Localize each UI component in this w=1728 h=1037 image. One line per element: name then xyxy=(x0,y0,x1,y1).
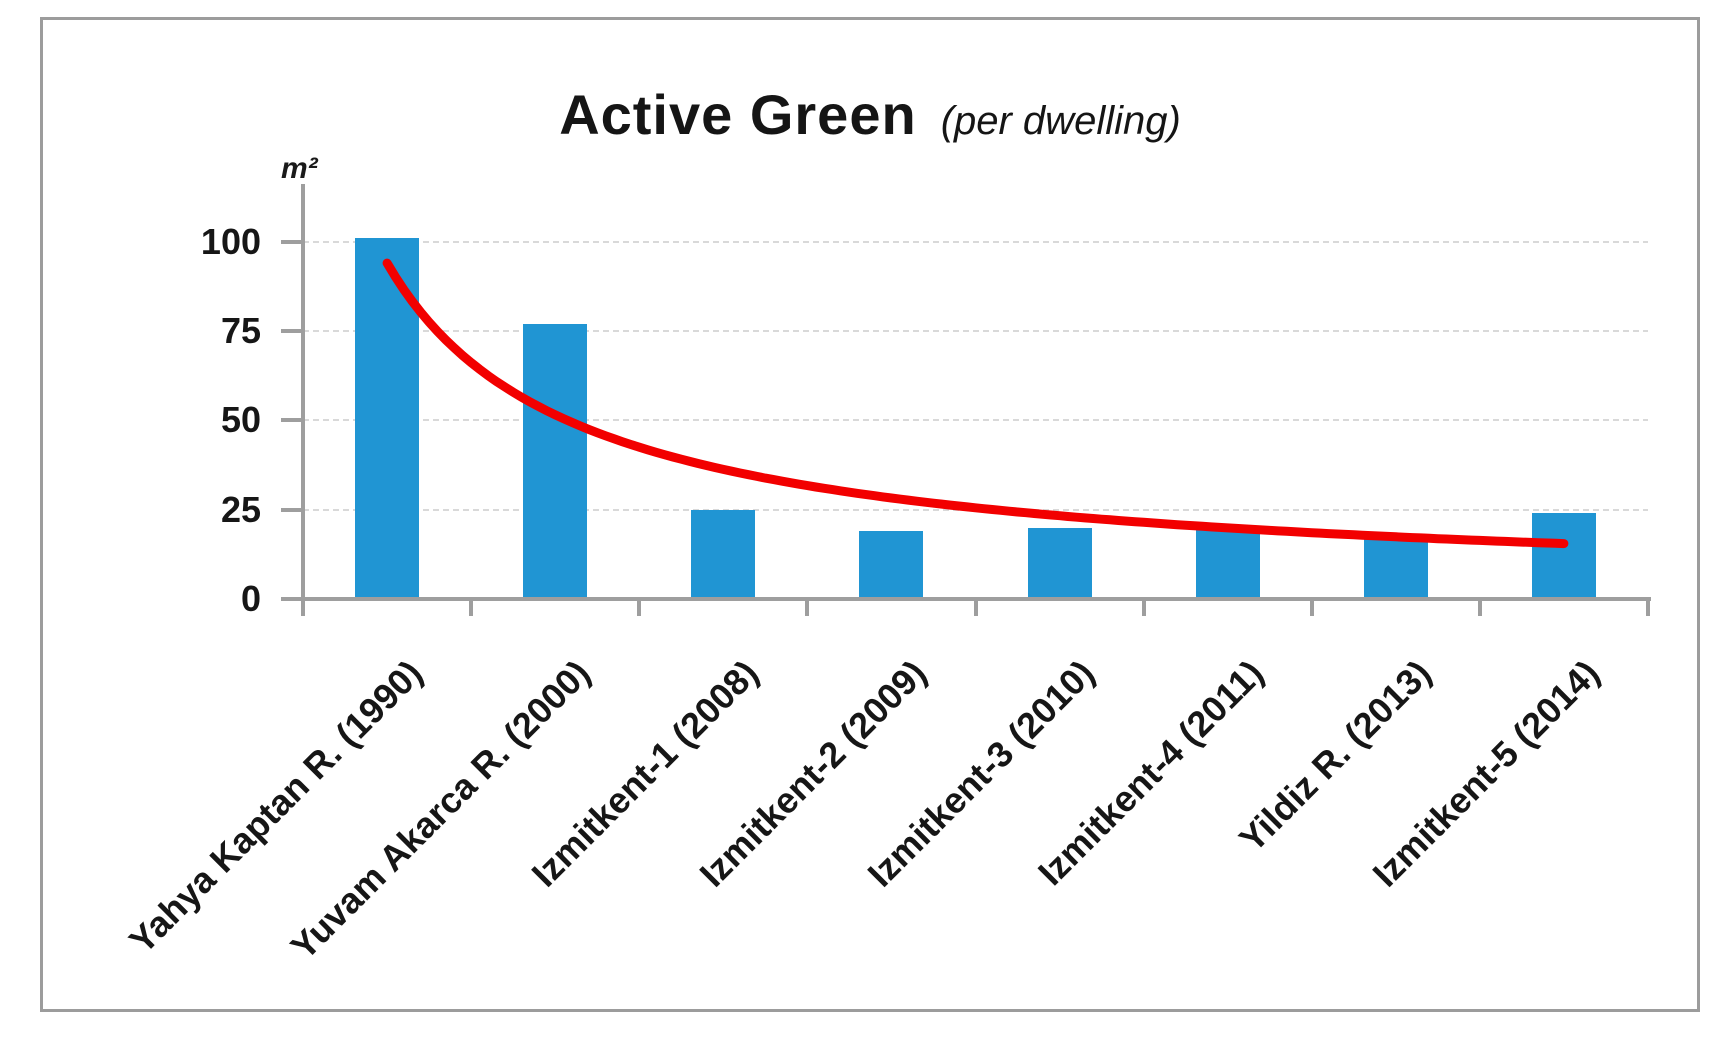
y-tick xyxy=(281,328,303,333)
y-tick xyxy=(281,507,303,512)
y-tick xyxy=(281,239,303,244)
bar xyxy=(523,323,588,599)
gridline xyxy=(303,329,1648,332)
y-tick-label: 100 xyxy=(200,220,261,262)
x-tick xyxy=(637,601,642,616)
chart-title-block: Active Green (per dwelling) xyxy=(43,82,1697,147)
y-axis-line xyxy=(301,184,305,601)
y-tick xyxy=(281,597,303,601)
bar xyxy=(1531,513,1596,599)
x-tick xyxy=(469,601,474,616)
chart-subtitle: (per dwelling) xyxy=(940,99,1181,143)
x-tick xyxy=(1309,601,1314,616)
x-axis-line xyxy=(281,597,1651,601)
trendline-path xyxy=(382,258,1569,549)
bar xyxy=(1195,527,1260,599)
x-tick xyxy=(1141,601,1146,616)
x-tick-label: Yahya Kaptan R. (1990) xyxy=(120,652,431,962)
y-tick-label: 75 xyxy=(220,309,261,351)
y-tick-label: 50 xyxy=(220,399,261,441)
bar xyxy=(859,531,924,599)
x-tick-label: Yuvam Akarca R. (2000) xyxy=(282,652,599,968)
x-tick xyxy=(805,601,810,616)
chart-frame: Active Green (per dwelling) m² 0 25 50 75 100… xyxy=(40,17,1700,1012)
x-tick xyxy=(1477,601,1482,616)
y-tick-label: 25 xyxy=(220,488,261,530)
y-tick xyxy=(281,418,303,423)
bar xyxy=(1027,527,1092,599)
x-tick xyxy=(301,601,305,616)
gridline xyxy=(303,419,1648,422)
y-tick-label: 0 xyxy=(240,578,261,619)
plot-area: 0 25 50 75 100 xyxy=(201,184,1651,619)
chart-title: Active Green xyxy=(559,83,917,146)
gridline xyxy=(303,240,1648,243)
bar xyxy=(1363,538,1428,599)
y-axis-unit-label: m² xyxy=(281,152,318,185)
x-tick xyxy=(973,601,978,616)
x-tick xyxy=(1646,601,1650,616)
trendline xyxy=(382,258,1569,549)
bar xyxy=(691,509,756,599)
